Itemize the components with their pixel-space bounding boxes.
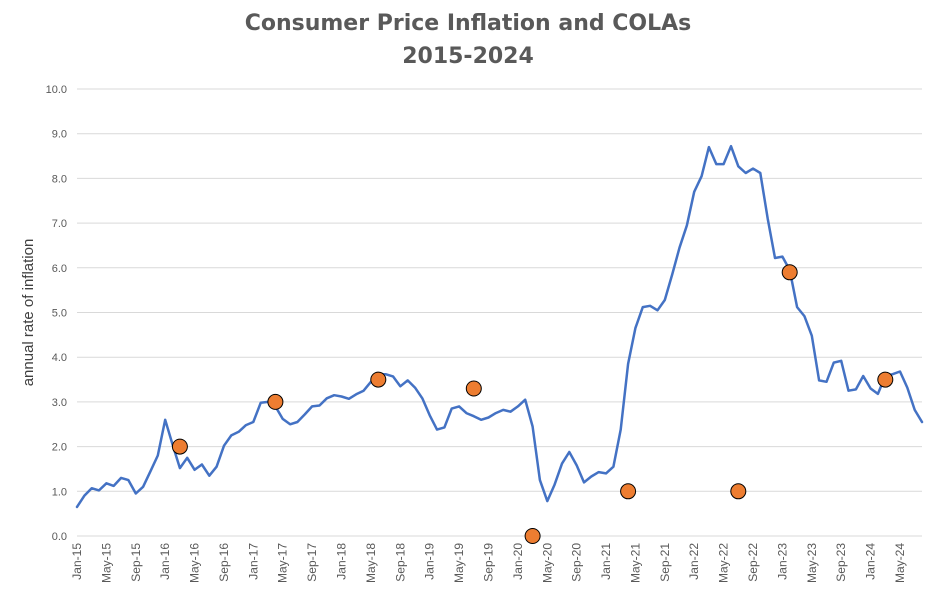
y-tick-label: 3.0 — [52, 397, 67, 409]
x-tick-label: Sep-18 — [393, 543, 407, 582]
x-tick-label: Sep-15 — [129, 543, 143, 582]
chart-subtitle: 2015-2024 — [402, 44, 534, 69]
y-tick-label: 8.0 — [52, 173, 67, 185]
x-axis-ticks: Jan-15 May-15 Sep-15 Jan-16 May-16 Sep-16 Jan-… — [70, 543, 907, 583]
y-axis-title: annual rate of inflation — [20, 239, 37, 387]
y-axis-ticks: 0.0 1.0 2.0 3.0 4.0 5.0 6.0 7.0 8.0 9.0 10.0 — [46, 84, 67, 543]
x-tick-label: Jan-15 — [70, 543, 84, 580]
chart-title: Consumer Price Inflation and COLAs — [244, 11, 692, 36]
x-tick-label: May-20 — [540, 543, 554, 583]
x-tick-label: May-18 — [364, 543, 378, 583]
x-tick-label: Sep-22 — [746, 543, 760, 582]
x-tick-label: Jan-22 — [687, 543, 701, 580]
x-tick-label: Jan-19 — [423, 543, 437, 580]
cola-marker — [877, 371, 894, 388]
y-tick-label: 10.0 — [46, 84, 67, 96]
cola-marker — [620, 483, 637, 500]
y-tick-label: 5.0 — [52, 308, 67, 320]
y-tick-label: 0.0 — [52, 531, 67, 543]
cola-marker — [524, 528, 541, 544]
x-tick-label: May-17 — [276, 543, 290, 583]
y-tick-label: 2.0 — [52, 442, 67, 454]
x-tick-label: May-19 — [452, 543, 466, 583]
x-tick-label: May-16 — [188, 543, 202, 583]
x-tick-label: Sep-23 — [834, 543, 848, 582]
x-tick-label: Sep-21 — [658, 543, 672, 582]
x-tick-label: Jan-16 — [158, 543, 172, 580]
y-tick-label: 7.0 — [52, 218, 67, 230]
x-tick-label: Sep-19 — [481, 543, 495, 582]
x-tick-label: Jan-18 — [335, 543, 349, 580]
cola-marker — [781, 264, 798, 281]
y-tick-label: 4.0 — [52, 352, 67, 364]
y-tick-label: 1.0 — [52, 486, 67, 498]
cola-marker — [267, 393, 284, 410]
cola-marker — [171, 438, 188, 455]
y-tick-label: 9.0 — [52, 129, 67, 141]
cola-marker — [465, 380, 482, 397]
x-tick-label: Jan-21 — [599, 543, 613, 580]
x-tick-label: May-22 — [717, 543, 731, 583]
series-lines — [75, 144, 924, 509]
x-tick-label: May-21 — [628, 543, 642, 583]
y-tick-label: 6.0 — [52, 263, 67, 275]
x-tick-label: Sep-20 — [570, 543, 584, 582]
x-tick-label: Sep-17 — [305, 543, 319, 582]
x-tick-label: May-24 — [893, 543, 907, 583]
x-tick-label: May-15 — [99, 543, 113, 583]
cola-marker — [370, 371, 387, 388]
x-tick-label: Sep-16 — [217, 543, 231, 582]
cola-marker — [730, 483, 747, 500]
gridlines — [77, 88, 922, 537]
x-tick-label: Jan-23 — [775, 543, 789, 580]
cpi-inflation-line — [75, 144, 924, 509]
x-tick-label: May-23 — [805, 543, 819, 583]
x-tick-label: Jan-20 — [511, 543, 525, 580]
cola-markers — [171, 264, 894, 544]
x-tick-label: Jan-24 — [864, 543, 878, 580]
x-tick-label: Jan-17 — [246, 543, 260, 580]
